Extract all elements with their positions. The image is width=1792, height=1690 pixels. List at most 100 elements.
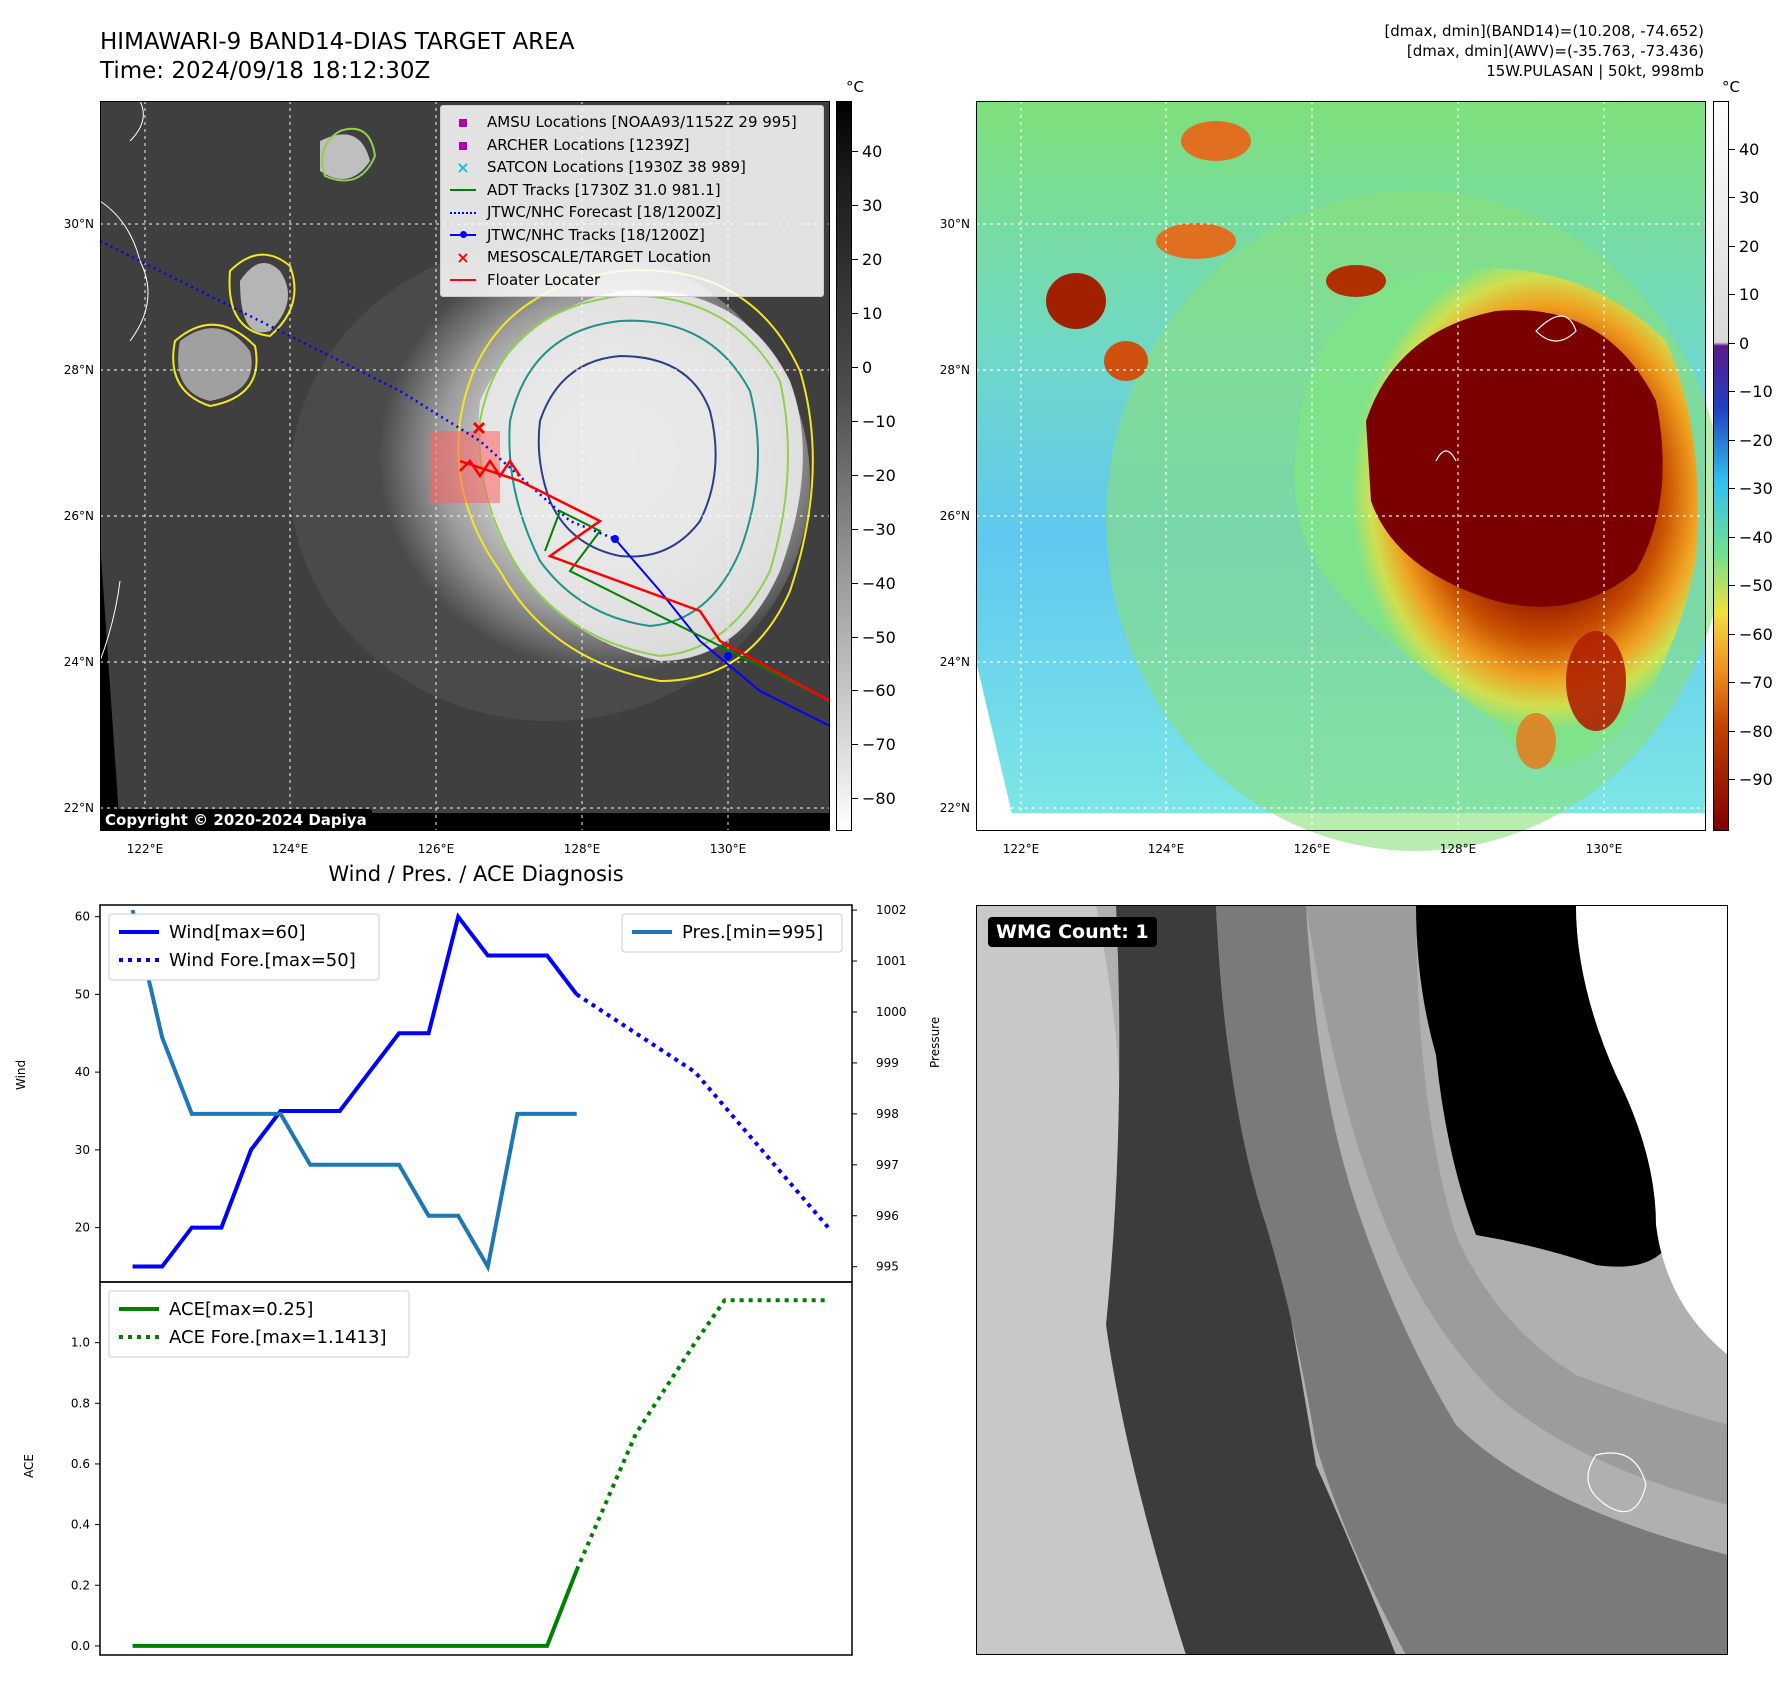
lat-tick-label: 22°N — [939, 801, 970, 815]
legend-entry: JTWC/NHC Tracks [18/1200Z] — [449, 225, 705, 245]
copyright-label: Copyright © 2020-2024 Dapiya — [100, 809, 372, 831]
legend-entry: ARCHER Locations [1239Z] — [449, 135, 690, 155]
legend-label: SATCON Locations [1930Z 38 989] — [487, 158, 746, 176]
colorbar-right-tick-label: 40 — [1739, 139, 1760, 159]
colorbar-left-tick — [852, 690, 858, 692]
colorbar-right-tick-label: −20 — [1739, 430, 1773, 450]
colorbar-right-tick-label: −60 — [1739, 624, 1773, 644]
colorbar-right — [1713, 101, 1729, 831]
pressure-ytick-label: 995 — [876, 1260, 899, 1274]
legend-marker — [449, 181, 477, 199]
colorbar-left-tick — [852, 205, 858, 207]
info-line3: 15W.PULASAN | 50kt, 998mb — [1486, 62, 1704, 80]
pressure-legend — [621, 913, 843, 953]
ace-ytick-label: 1.0 — [71, 1336, 90, 1350]
legend-entry: × SATCON Locations [1930Z 38 989] — [449, 157, 746, 177]
series-wind-fore--line — [575, 992, 830, 1229]
colorbar-left-tick — [852, 528, 858, 530]
colorbar-left-tick — [852, 636, 858, 638]
awv-satellite-panel — [976, 101, 1726, 851]
info-line2: [dmax, dmin](AWV)=(-35.763, -73.436) — [1406, 42, 1704, 60]
legend-entry: AMSU Locations [NOAA93/1152Z 29 995] — [449, 112, 797, 132]
colorbar-left-tick — [852, 259, 858, 261]
legend-label: JTWC/NHC Forecast [18/1200Z] — [487, 203, 722, 221]
legend-entry: JTWC/NHC Forecast [18/1200Z] — [449, 202, 721, 222]
legend-marker — [449, 113, 477, 131]
colorbar-left-tick-label: −70 — [862, 735, 896, 755]
colorbar-right-tick-label: 10 — [1739, 285, 1760, 305]
legend-marker: × — [456, 157, 470, 177]
colorbar-left-tick-label: −30 — [862, 519, 896, 539]
legend-marker — [449, 203, 477, 221]
ace-ytick-label: 0.6 — [71, 1457, 90, 1471]
ace-ytick-label: 0.0 — [71, 1639, 90, 1653]
series-wind-line — [132, 912, 579, 1269]
colorbar-left-tick-label: −10 — [862, 411, 896, 431]
ace-ytick-label: 0.4 — [71, 1518, 90, 1532]
colorbar-left-tick — [852, 151, 858, 153]
figure-title-line2: Time: 2024/09/18 18:12:30Z — [100, 58, 431, 84]
colorbar-right-tick — [1729, 294, 1735, 296]
wind-ytick-label: 30 — [75, 1143, 90, 1157]
colorbar-left-unit: °C — [846, 78, 864, 96]
diagnosis-title: Wind / Pres. / ACE Diagnosis — [328, 862, 624, 886]
legend-label: Wind[max=60] — [169, 922, 306, 943]
legend-label: Wind Fore.[max=50] — [169, 950, 356, 971]
ace-legend — [108, 1290, 410, 1358]
colorbar-left-tick — [852, 744, 858, 746]
lon-tick-label: 128°E — [1439, 842, 1477, 856]
colorbar-left-tick-label: −80 — [862, 789, 896, 809]
colorbar-right-tick — [1729, 148, 1735, 150]
colorbar-right-tick-label: −30 — [1739, 479, 1773, 499]
colorbar-left-tick-label: −40 — [862, 573, 896, 593]
pressure-ytick-label: 1000 — [876, 1005, 907, 1019]
lat-tick-label: 24°N — [63, 655, 94, 669]
pressure-ytick-label: 999 — [876, 1056, 899, 1070]
series-ace-line — [132, 1569, 579, 1648]
lat-tick-label: 30°N — [939, 217, 970, 231]
pressure-ytick-label: 1001 — [876, 954, 907, 968]
lon-tick-label: 130°E — [1585, 842, 1623, 856]
legend-label: AMSU Locations [NOAA93/1152Z 29 995] — [487, 113, 797, 131]
colorbar-left-tick — [852, 313, 858, 314]
wind-ytick-label: 50 — [75, 987, 90, 1001]
wmg-image — [976, 905, 1728, 1655]
pressure-ytick-label: 997 — [876, 1158, 899, 1172]
colorbar-left-tick — [852, 582, 858, 584]
legend-label: ARCHER Locations [1239Z] — [487, 135, 690, 154]
awv-panel-frame — [976, 101, 1706, 831]
lat-tick-label: 28°N — [939, 363, 970, 377]
lat-tick-label: 26°N — [63, 509, 94, 523]
ace-ytick-label: 0.8 — [71, 1396, 90, 1410]
legend-entry: Floater Locater — [449, 270, 600, 290]
legend-marker — [449, 226, 477, 244]
legend-marker — [449, 271, 477, 289]
ace-ytick-label: 0.2 — [71, 1578, 90, 1592]
wmg-count-label: WMG Count: 1 — [988, 917, 1157, 947]
map-legend: AMSU Locations [NOAA93/1152Z 29 995] ARCH… — [440, 105, 824, 297]
colorbar-right-tick-label: −80 — [1739, 721, 1773, 741]
pressure-ytick-label: 998 — [876, 1107, 899, 1121]
wind-legend — [108, 913, 380, 981]
lat-tick-label: 26°N — [939, 509, 970, 523]
colorbar-left — [836, 101, 852, 831]
colorbar-right-unit: °C — [1722, 78, 1740, 96]
colorbar-right-tick-label: −70 — [1739, 673, 1773, 693]
colorbar-right-tick — [1729, 536, 1735, 538]
legend-entry: ADT Tracks [1730Z 31.0 981.1] — [449, 180, 721, 200]
colorbar-right-tick — [1729, 730, 1735, 732]
colorbar-right-tick — [1729, 439, 1735, 441]
ace-plot-frame — [99, 1281, 853, 1656]
wind-ytick-label: 40 — [75, 1065, 90, 1079]
wind-ytick-label: 20 — [75, 1221, 90, 1235]
series-ace-fore--line — [574, 1298, 829, 1571]
colorbar-right-tick — [1729, 633, 1735, 635]
band14-satellite-panel: AMSU Locations [NOAA93/1152Z 29 995] ARCH… — [99, 100, 831, 831]
colorbar-left-tick-label: −60 — [862, 681, 896, 701]
lon-tick-label: 126°E — [417, 842, 455, 856]
colorbar-right-tick-label: −40 — [1739, 527, 1773, 547]
colorbar-right-tick — [1729, 682, 1735, 684]
colorbar-left-tick-label: 20 — [862, 250, 883, 270]
colorbar-right-tick — [1729, 197, 1735, 199]
lon-tick-label: 126°E — [1293, 842, 1331, 856]
